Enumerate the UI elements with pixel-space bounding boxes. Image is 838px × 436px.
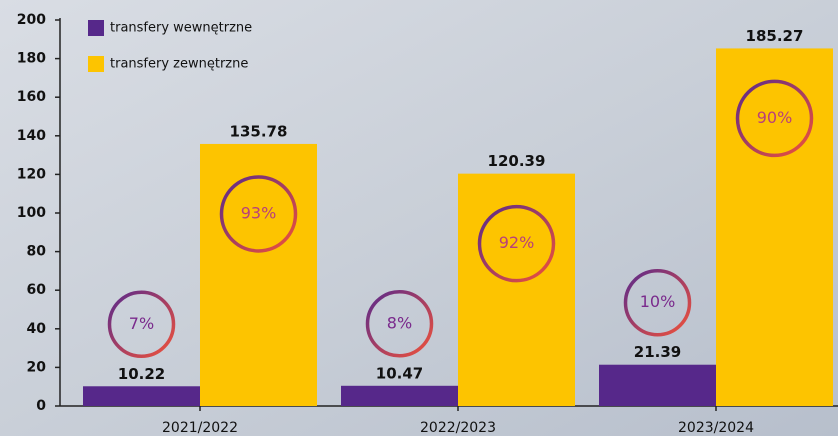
value-label: 120.39 [488, 152, 546, 170]
y-tick-label: 20 [27, 359, 47, 375]
share-label: 8% [387, 313, 412, 332]
x-tick-label: 2022/2023 [420, 420, 496, 436]
value-label: 185.27 [746, 27, 804, 45]
y-tick-label: 140 [17, 128, 46, 144]
legend-label: transfery wewnętrzne [110, 21, 252, 36]
y-tick-label: 80 [27, 244, 47, 260]
x-tick-label: 2021/2022 [162, 420, 238, 436]
bar [83, 386, 200, 406]
value-label: 135.78 [230, 122, 288, 140]
bar [458, 174, 575, 406]
x-tick-label: 2023/2024 [678, 420, 754, 436]
value-label: 21.39 [634, 343, 681, 361]
legend-swatch [88, 56, 104, 72]
y-tick-label: 0 [36, 398, 46, 414]
y-tick-label: 180 [17, 51, 46, 67]
bar [716, 48, 833, 406]
bar [200, 144, 317, 406]
y-tick-label: 60 [27, 282, 47, 298]
share-label: 90% [757, 108, 793, 127]
y-tick-label: 120 [17, 166, 46, 182]
legend-swatch [88, 20, 104, 36]
share-label: 7% [129, 314, 154, 333]
y-tick-label: 160 [17, 89, 46, 105]
share-label: 10% [640, 292, 676, 311]
y-tick-label: 100 [17, 205, 46, 221]
y-tick-label: 200 [17, 12, 46, 28]
legend-label: transfery zewnętrzne [110, 57, 248, 72]
value-label: 10.22 [118, 365, 165, 383]
value-label: 10.47 [376, 364, 423, 382]
bar [599, 365, 716, 406]
bar [341, 386, 458, 406]
chart: 0 20 40 60 80 100 120 140 160 180 200 transfery wew… [0, 0, 838, 436]
share-label: 93% [241, 203, 277, 222]
y-tick-label: 40 [27, 321, 47, 337]
share-label: 92% [499, 233, 535, 252]
